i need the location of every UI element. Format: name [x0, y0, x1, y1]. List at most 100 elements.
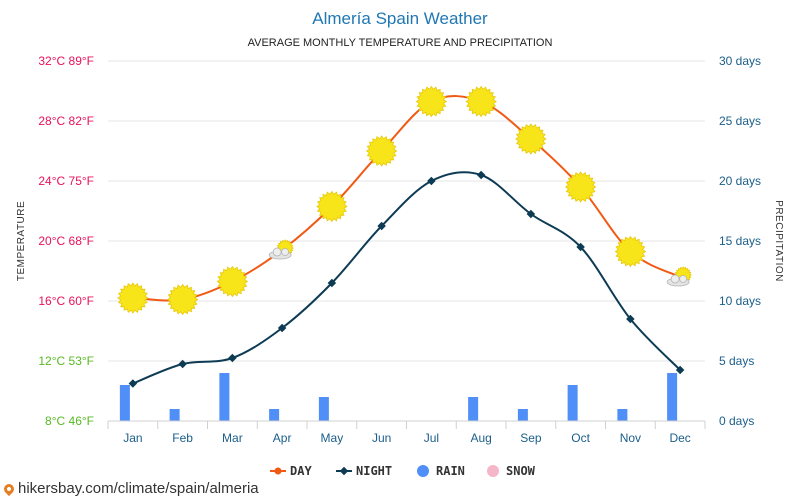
cloud-puff — [272, 247, 282, 257]
night-point — [128, 379, 138, 388]
rain-bar — [667, 373, 678, 421]
rain-bar — [468, 397, 479, 421]
chart-legend: DAY NIGHT RAIN SNOW — [270, 464, 536, 478]
cloud-puff — [670, 274, 680, 284]
month-label: Feb — [172, 431, 193, 445]
month-label: Jan — [123, 431, 142, 445]
sun-icon — [415, 85, 448, 118]
rain-bar — [269, 409, 280, 421]
temperature-tick-label: 16°C 60°F — [38, 294, 94, 308]
night-temperature-line — [132, 171, 681, 385]
night-point — [675, 365, 685, 375]
temperature-tick-label: 20°C 68°F — [38, 234, 94, 248]
night-markers — [128, 170, 685, 388]
sun-disc — [520, 128, 542, 150]
rain-bar — [517, 409, 528, 421]
temperature-axis: 32°C 89°F 28°C 82°F 24°C 75°F 20°C 68°F 16°C… — [38, 54, 94, 428]
sun-disc — [619, 240, 642, 263]
precipitation-tick-label: 10 days — [719, 294, 761, 308]
month-label: Mar — [222, 431, 243, 445]
temperature-tick-label: 8°C 46°F — [45, 414, 94, 428]
legend-swatch-marker — [339, 466, 349, 476]
precipitation-tick-label: 5 days — [719, 354, 754, 368]
rain-bar — [119, 385, 130, 421]
month-label: Dec — [669, 431, 690, 445]
month-axis: Jan Feb Mar Apr May Jun Jul Aug Sep Oct Nov Dec — [107, 420, 706, 445]
sun-icon — [614, 235, 647, 268]
partly-cloudy-icon — [666, 266, 692, 287]
sun-icon — [117, 282, 149, 314]
sun-icon — [166, 283, 199, 316]
night-point — [228, 353, 237, 363]
month-label: Nov — [620, 431, 641, 445]
sun-disc — [420, 90, 443, 113]
night-point — [476, 170, 486, 180]
legend-swatch-dot — [487, 465, 499, 477]
legend-item-night: NIGHT — [336, 464, 392, 478]
sun-icon — [316, 190, 348, 223]
legend-item-rain: RAIN — [417, 464, 465, 478]
cloud-puff — [281, 248, 290, 256]
grid-lines — [108, 60, 705, 422]
sun-disc — [122, 287, 144, 309]
legend-label: NIGHT — [356, 464, 392, 478]
sun-icon — [515, 123, 547, 155]
sun-disc — [370, 140, 393, 162]
rain-bar — [318, 397, 329, 421]
day-weather-icons — [117, 85, 692, 316]
legend-swatch-marker — [274, 467, 282, 475]
temperature-tick-label: 12°C 53°F — [38, 354, 94, 368]
sun-icon — [465, 85, 497, 118]
month-label: Jun — [372, 431, 391, 445]
legend-item-snow: SNOW — [487, 464, 536, 478]
sun-icon — [564, 171, 597, 203]
sun-icon — [365, 135, 398, 167]
night-point — [626, 314, 635, 324]
cloud-puff — [679, 275, 688, 283]
night-point — [427, 176, 436, 186]
rain-bar — [567, 385, 578, 421]
rain-bar — [169, 409, 180, 421]
precipitation-tick-label: 0 days — [719, 414, 754, 428]
precipitation-axis: 30 days 25 days 20 days 15 days 10 days 5 day… — [719, 54, 761, 428]
month-label: May — [321, 431, 344, 445]
sun-disc — [321, 195, 343, 218]
month-label: Jul — [424, 431, 439, 445]
partly-cloudy-icon — [268, 239, 294, 260]
sun-disc — [221, 270, 244, 293]
chart-title: Almería Spain Weather — [312, 9, 488, 28]
rain-bar — [617, 409, 628, 421]
legend-label: DAY — [290, 464, 312, 478]
sun-disc — [171, 288, 194, 311]
chart-subtitle: AVERAGE MONTHLY TEMPERATURE AND PRECIPIT… — [248, 37, 553, 49]
legend-item-day: DAY — [270, 464, 312, 478]
month-label: Sep — [520, 431, 542, 445]
month-label: Apr — [273, 431, 292, 445]
precipitation-tick-label: 15 days — [719, 234, 761, 248]
legend-label: RAIN — [436, 464, 465, 478]
temperature-tick-label: 32°C 89°F — [38, 54, 94, 68]
night-point — [277, 323, 287, 333]
temperature-tick-label: 24°C 75°F — [38, 174, 94, 188]
night-point — [178, 359, 187, 369]
footer-link[interactable]: hikersbay.com/climate/spain/almeria — [1, 480, 259, 497]
rain-bar — [219, 373, 230, 421]
location-pin-icon — [1, 481, 17, 496]
temperature-tick-label: 28°C 82°F — [38, 114, 94, 128]
precipitation-tick-label: 25 days — [719, 114, 761, 128]
temperature-lines — [132, 95, 681, 385]
temperature-axis-title: TEMPERATURE — [16, 201, 27, 281]
sun-icon — [216, 265, 249, 298]
night-point — [327, 278, 337, 288]
month-label: Aug — [470, 431, 491, 445]
precipitation-tick-label: 30 days — [719, 54, 761, 68]
footer-text: hikersbay.com/climate/spain/almeria — [18, 480, 259, 497]
precipitation-tick-label: 20 days — [719, 174, 761, 188]
legend-label: SNOW — [506, 464, 536, 478]
precipitation-axis-title: PRECIPITATION — [773, 200, 784, 282]
sun-disc — [470, 90, 492, 113]
month-label: Oct — [571, 431, 590, 445]
rain-bars — [119, 373, 678, 421]
sun-disc — [569, 176, 592, 198]
